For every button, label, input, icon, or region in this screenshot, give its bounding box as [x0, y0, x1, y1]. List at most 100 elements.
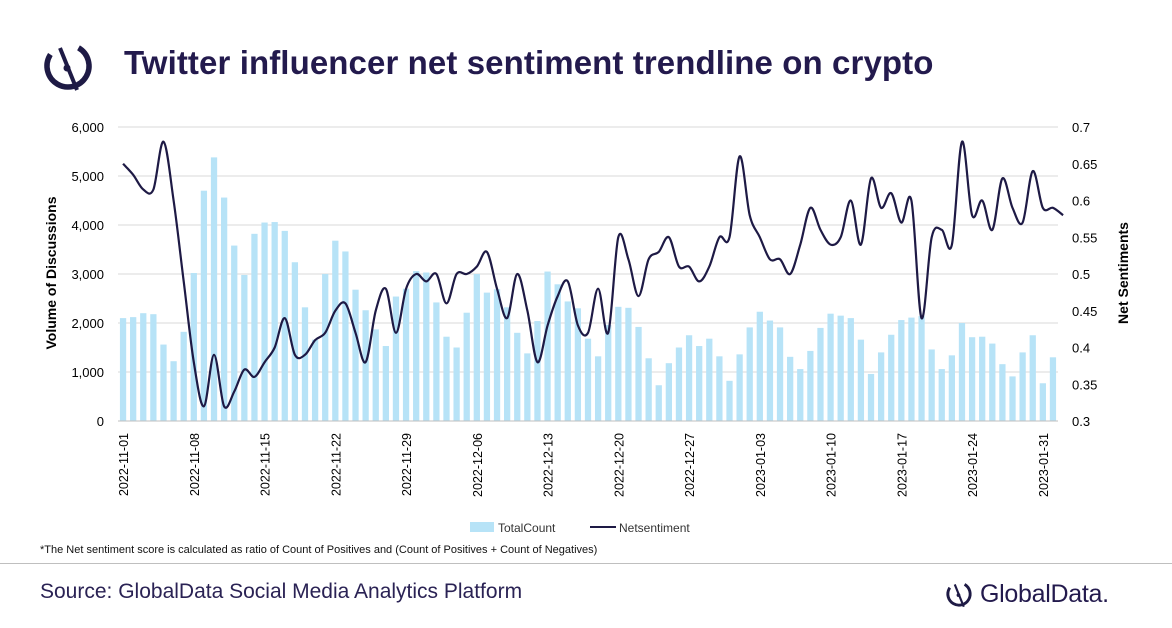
- bar-totalcount: [504, 307, 511, 421]
- bar-totalcount: [918, 316, 925, 421]
- bar-totalcount: [423, 272, 430, 421]
- bar-totalcount: [625, 307, 632, 421]
- bar-totalcount: [706, 338, 713, 421]
- bar-totalcount: [352, 289, 359, 421]
- y-tick-label-right: 0.45: [1072, 304, 1097, 319]
- bar-totalcount: [968, 337, 976, 421]
- bar-totalcount: [605, 324, 612, 421]
- legend-label-totalcount: TotalCount: [498, 521, 556, 535]
- bar-totalcount: [716, 356, 723, 421]
- bar-totalcount: [281, 230, 288, 421]
- line-netsentiment: [122, 140, 1064, 409]
- bar-totalcount: [493, 289, 501, 421]
- bar-totalcount: [979, 336, 986, 421]
- bar-totalcount: [817, 327, 824, 421]
- bar-totalcount: [130, 317, 137, 421]
- bar-totalcount: [948, 355, 956, 421]
- x-tick-label: 2023-01-31: [1037, 433, 1051, 497]
- bar-totalcount: [463, 312, 470, 421]
- bar-totalcount: [564, 301, 571, 421]
- bar-totalcount: [119, 318, 127, 421]
- x-tick-label: 2022-11-15: [259, 433, 273, 496]
- bar-totalcount: [220, 197, 228, 421]
- bar-totalcount: [261, 222, 268, 421]
- bar-totalcount: [140, 313, 147, 421]
- y-tick-label-right: 0.4: [1072, 341, 1090, 356]
- bar-totalcount: [150, 314, 157, 421]
- bar-totalcount: [372, 329, 379, 421]
- bar-totalcount: [453, 347, 460, 421]
- bar-totalcount: [271, 222, 278, 421]
- bar-totalcount: [1049, 357, 1057, 421]
- bar-totalcount: [413, 271, 420, 421]
- bar-totalcount: [766, 320, 774, 421]
- tick-layer: 0 1,000 2,000 3,000 4,000 5,000 6,000 0.3 0.35 0.…: [71, 120, 1097, 497]
- bar-totalcount: [322, 274, 329, 421]
- bar-totalcount: [696, 346, 703, 421]
- footnote: *The Net sentiment score is calculated a…: [40, 544, 598, 556]
- x-tick-label: 2022-11-01: [117, 433, 131, 496]
- bar-totalcount: [594, 356, 602, 421]
- bar-totalcount: [160, 344, 167, 421]
- bar-totalcount: [524, 353, 531, 421]
- x-tick-label: 2022-12-20: [612, 433, 626, 497]
- y-tick-label-left: 3,000: [71, 267, 104, 282]
- bar-totalcount: [362, 310, 369, 421]
- bar-totalcount: [554, 284, 561, 421]
- bar-totalcount: [1039, 383, 1046, 421]
- bar-totalcount: [301, 307, 309, 421]
- bar-totalcount: [999, 364, 1006, 421]
- bar-totalcount: [938, 369, 945, 421]
- bar-totalcount: [311, 339, 319, 421]
- y-tick-label-right: 0.55: [1072, 230, 1097, 245]
- footer-divider: [0, 563, 1172, 564]
- bar-totalcount: [928, 349, 935, 421]
- bar-totalcount: [898, 320, 905, 421]
- bar-totalcount: [797, 369, 804, 421]
- bar-totalcount: [675, 347, 683, 421]
- bar-totalcount: [807, 350, 814, 421]
- bar-series-totalcount: [119, 157, 1057, 421]
- x-tick-label: 2022-11-29: [400, 433, 414, 496]
- bar-totalcount: [231, 245, 238, 421]
- x-tick-label: 2022-11-08: [188, 433, 202, 496]
- bar-totalcount: [1019, 352, 1026, 421]
- bar-totalcount: [776, 327, 784, 421]
- bar-totalcount: [665, 363, 672, 421]
- grid-layer: [118, 126, 1058, 373]
- bar-totalcount: [756, 311, 763, 421]
- bar-totalcount: [342, 251, 349, 421]
- bar-totalcount: [332, 240, 339, 421]
- bar-totalcount: [1009, 376, 1016, 421]
- bar-totalcount: [837, 315, 844, 421]
- bar-totalcount: [615, 306, 622, 421]
- y-tick-label-right: 0.7: [1072, 120, 1090, 135]
- legend: TotalCount Netsentiment: [470, 521, 690, 535]
- bar-totalcount: [190, 273, 197, 421]
- bar-totalcount: [392, 296, 400, 421]
- x-tick-label: 2022-11-22: [329, 433, 343, 496]
- bar-totalcount: [685, 335, 693, 421]
- y-tick-label-left: 5,000: [71, 169, 104, 184]
- bar-totalcount: [888, 334, 895, 421]
- bar-totalcount: [877, 352, 885, 421]
- bar-totalcount: [382, 346, 389, 421]
- bar-totalcount: [210, 157, 218, 421]
- y-tick-label-right: 0.3: [1072, 414, 1090, 429]
- y-tick-label-left: 4,000: [71, 218, 104, 233]
- bar-totalcount: [746, 327, 753, 421]
- bar-totalcount: [402, 288, 410, 421]
- bar-totalcount: [867, 373, 875, 421]
- bar-totalcount: [534, 321, 541, 421]
- bar-totalcount: [857, 339, 865, 421]
- y-tick-label-left: 0: [97, 414, 104, 429]
- bar-totalcount: [989, 343, 996, 421]
- x-tick-label: 2022-12-13: [542, 433, 556, 497]
- line-series-netsentiment: [122, 140, 1064, 409]
- bar-totalcount: [433, 302, 440, 421]
- bar-totalcount: [473, 274, 480, 421]
- bar-totalcount: [200, 190, 208, 421]
- x-tick-label: 2023-01-03: [754, 433, 768, 497]
- globaldata-logo-icon: [946, 581, 972, 608]
- bar-totalcount: [847, 318, 854, 421]
